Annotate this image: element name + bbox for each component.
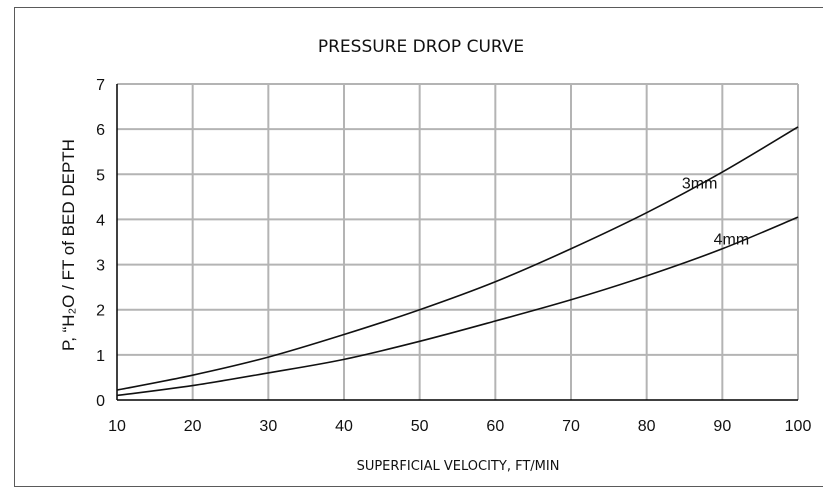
series-label-4mm: 4mm: [714, 231, 750, 248]
x-tick-label: 60: [486, 418, 504, 435]
chart-title: PRESSURE DROP CURVE: [318, 37, 524, 57]
tick-labels: 10 20 30 40 50 60 70 80 90 100 0 1 2 3 4 5 6 7: [96, 77, 811, 435]
series-label-3mm: 3mm: [682, 176, 718, 193]
y-tick-label: 5: [96, 167, 105, 184]
y-tick-label: 7: [96, 77, 105, 94]
x-tick-label: 80: [638, 418, 656, 435]
y-tick-label: 6: [96, 122, 105, 139]
chart-frame: [14, 7, 823, 487]
x-axis-label: SUPERFICIAL VELOCITY, FT/MIN: [357, 459, 560, 474]
x-tick-label: 70: [562, 418, 580, 435]
x-tick-label: 40: [335, 418, 353, 435]
series: 3mm 4mm: [116, 126, 799, 397]
x-tick-label: 90: [713, 418, 731, 435]
y-tick-label: 3: [96, 258, 105, 275]
y-tick-label: 1: [96, 348, 105, 365]
x-tick-label: 30: [259, 418, 277, 435]
y-axis-label: P, “H₂O / FT of BED DEPTH: [59, 139, 78, 351]
series-line-4mm: [116, 216, 799, 397]
x-tick-label: 100: [785, 418, 812, 435]
grid: [117, 83, 799, 400]
x-tick-label: 10: [108, 418, 126, 435]
y-tick-label: 0: [96, 393, 105, 410]
x-tick-label: 50: [411, 418, 429, 435]
y-tick-label: 4: [96, 212, 105, 229]
y-tick-label: 2: [96, 303, 105, 320]
series-line-3mm: [116, 126, 799, 391]
x-tick-label: 20: [184, 418, 202, 435]
axes: [116, 84, 798, 401]
